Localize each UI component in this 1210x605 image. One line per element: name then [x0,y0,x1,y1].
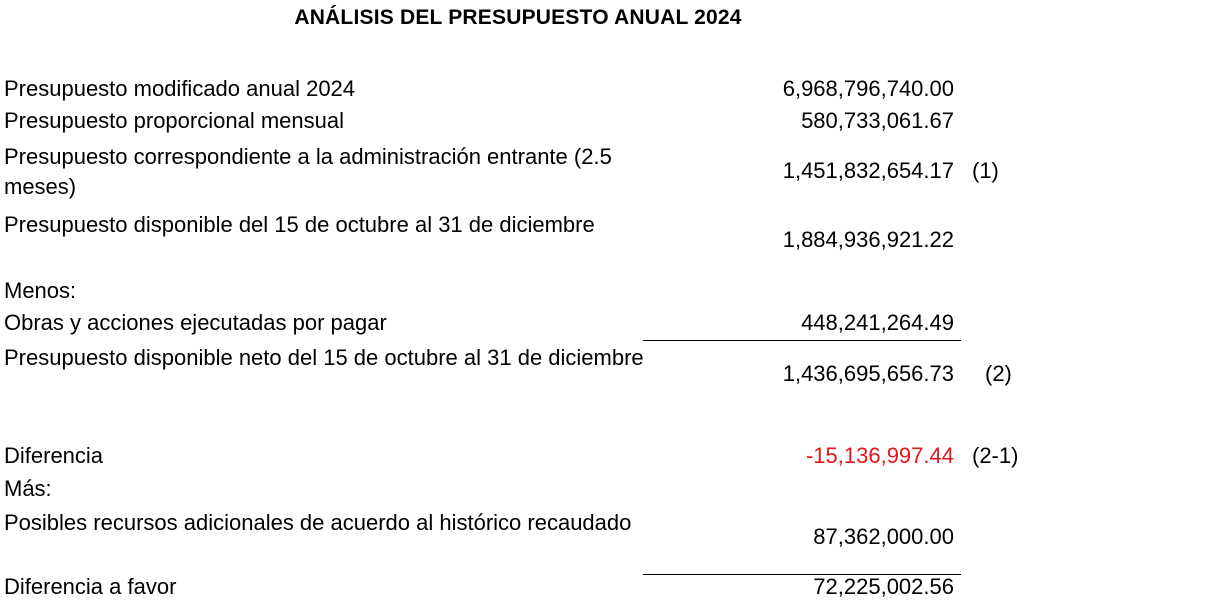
row-note: (2-1) [972,443,1019,468]
row-amount: 1,436,695,656.73 [782,361,954,386]
page-title: ANÁLISIS DEL PRESUPUESTO ANUAL 2024 [294,6,742,29]
row-amount: 448,241,264.49 [801,310,954,335]
row-label: Posibles recursos adicionales de acuerdo… [4,510,632,535]
row-label: Presupuesto disponible neto del 15 de oc… [4,345,644,370]
row-label: Obras y acciones ejecutadas por pagar [4,310,387,335]
row-amount: 87,362,000.00 [813,524,954,549]
row-label: Menos: [4,278,77,303]
row-label: Diferencia [4,443,104,468]
row-label: Presupuesto modificado anual 2024 [4,76,356,101]
row-label: Más: [4,476,52,501]
row-amount: 72,225,002.56 [813,574,954,599]
row-label: Presupuesto proporcional mensual [4,108,344,133]
row-note: (2) [985,361,1012,386]
row-amount-negative: -15,136,997.44 [805,443,954,468]
total-rule [643,574,961,575]
row-amount: 6,968,796,740.00 [782,76,954,101]
row-amount: 1,884,936,921.22 [782,227,954,252]
subtotal-rule [643,340,961,341]
row-label: Diferencia a favor [4,574,177,599]
row-amount: 580,733,061.67 [801,108,954,133]
row-label: Presupuesto correspondiente a la adminis… [4,144,612,199]
row-amount: 1,451,832,654.17 [782,158,954,183]
row-label: Presupuesto disponible del 15 de octubre… [4,212,595,237]
row-note: (1) [972,158,999,183]
